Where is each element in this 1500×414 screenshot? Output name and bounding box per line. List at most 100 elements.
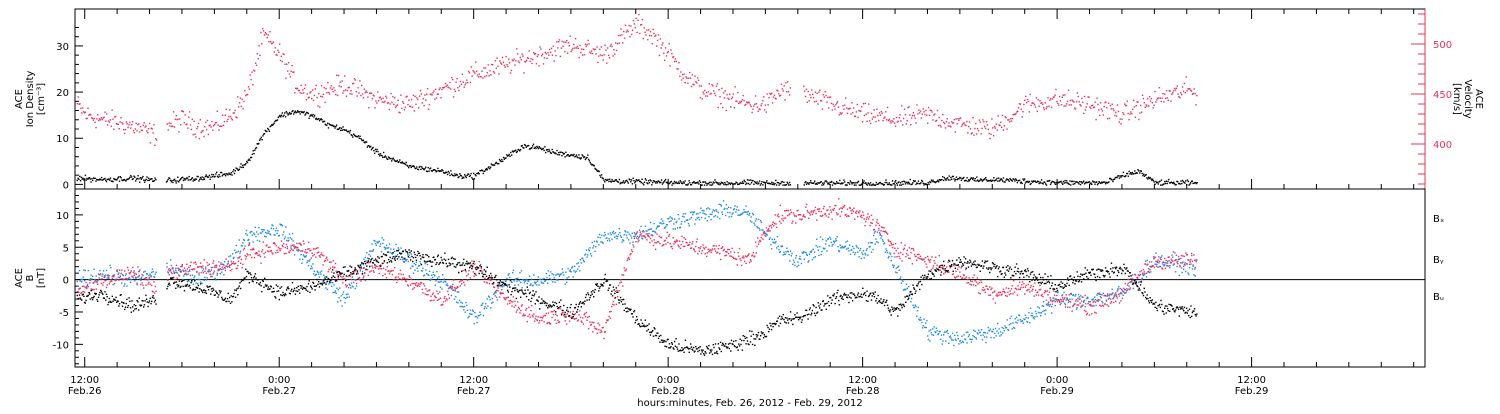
data-point xyxy=(476,71,477,72)
data-point xyxy=(496,297,497,298)
data-point xyxy=(787,81,788,82)
data-point xyxy=(291,71,292,72)
data-point xyxy=(621,241,622,242)
data-point xyxy=(651,234,652,235)
data-point xyxy=(415,264,416,265)
data-point xyxy=(727,212,728,213)
data-point xyxy=(516,281,517,282)
data-point xyxy=(546,53,547,54)
data-point xyxy=(88,286,89,287)
data-point xyxy=(722,214,723,215)
data-point xyxy=(77,281,78,282)
data-point xyxy=(1048,304,1049,305)
data-point xyxy=(1021,108,1022,109)
data-point xyxy=(1133,288,1134,289)
data-point xyxy=(214,270,215,271)
data-point xyxy=(910,179,911,180)
data-point xyxy=(942,343,943,344)
data-point xyxy=(243,249,244,250)
data-point xyxy=(757,227,758,228)
data-point xyxy=(774,95,775,96)
data-point xyxy=(1046,106,1047,107)
data-point xyxy=(1119,177,1120,178)
data-point xyxy=(549,49,550,50)
data-point xyxy=(831,242,832,243)
data-point xyxy=(190,262,191,263)
data-point xyxy=(958,338,959,339)
data-point xyxy=(653,33,654,34)
data-point xyxy=(283,243,284,244)
data-point xyxy=(497,299,498,300)
data-point xyxy=(660,222,661,223)
data-point xyxy=(335,263,336,264)
data-point xyxy=(1101,297,1102,298)
data-point xyxy=(103,117,104,118)
data-point xyxy=(954,335,955,336)
data-point xyxy=(294,254,295,255)
data-point xyxy=(618,285,619,286)
data-point xyxy=(139,131,140,132)
data-point xyxy=(244,255,245,256)
data-point xyxy=(961,336,962,337)
data-point xyxy=(831,181,832,182)
data-point xyxy=(99,277,100,278)
data-point xyxy=(444,278,445,279)
data-point xyxy=(1131,113,1132,114)
data-point xyxy=(1164,181,1165,182)
data-point xyxy=(1168,179,1169,180)
magnetic-field-points xyxy=(77,198,1198,356)
data-point xyxy=(420,169,421,170)
data-point xyxy=(630,181,631,182)
data-point xyxy=(832,184,833,185)
data-point xyxy=(1194,268,1195,269)
data-point xyxy=(376,151,377,152)
data-point xyxy=(419,284,420,285)
data-point xyxy=(613,233,614,234)
data-point xyxy=(232,263,233,264)
data-point xyxy=(867,254,868,255)
data-point xyxy=(554,310,555,311)
data-point xyxy=(258,143,259,144)
data-point xyxy=(304,251,305,252)
data-point xyxy=(402,278,403,279)
data-point xyxy=(183,271,184,272)
data-point xyxy=(1020,104,1021,105)
data-point xyxy=(514,307,515,308)
data-point xyxy=(1091,184,1092,185)
data-point xyxy=(685,82,686,83)
data-point xyxy=(824,182,825,183)
b-tick-label: -10 xyxy=(53,340,69,351)
data-point xyxy=(1136,105,1137,106)
velocity-axis-label-line-3: [km/s] xyxy=(1451,83,1462,115)
data-point xyxy=(1071,299,1072,300)
data-point xyxy=(837,101,838,102)
data-point xyxy=(410,165,411,166)
data-point xyxy=(281,240,282,241)
data-point xyxy=(810,252,811,253)
data-point xyxy=(888,256,889,257)
data-point xyxy=(305,249,306,250)
data-point xyxy=(274,123,275,124)
data-point xyxy=(1086,298,1087,299)
data-point xyxy=(477,74,478,75)
data-point xyxy=(736,101,737,102)
data-point xyxy=(174,279,175,280)
data-point xyxy=(624,267,625,268)
data-point xyxy=(466,177,467,178)
data-point xyxy=(107,275,108,276)
data-point xyxy=(268,233,269,234)
data-point xyxy=(1041,102,1042,103)
data-point xyxy=(658,34,659,35)
data-point xyxy=(1141,112,1142,113)
data-point xyxy=(514,280,515,281)
data-point xyxy=(99,270,100,271)
data-point xyxy=(822,108,823,109)
data-point xyxy=(307,249,308,250)
data-point xyxy=(177,119,178,120)
data-point xyxy=(204,271,205,272)
data-point xyxy=(139,278,140,279)
data-point xyxy=(750,220,751,221)
data-point xyxy=(1120,123,1121,124)
data-point xyxy=(608,181,609,182)
data-point xyxy=(382,243,383,244)
